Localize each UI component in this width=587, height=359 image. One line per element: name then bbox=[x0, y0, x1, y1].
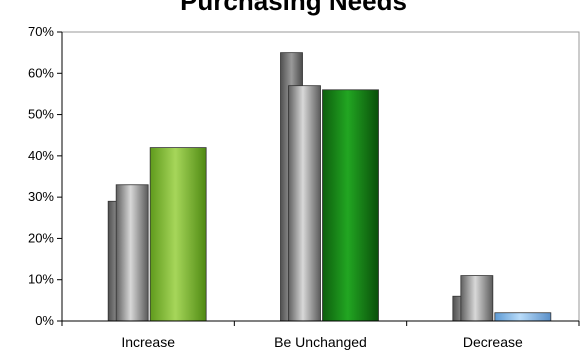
y-tick-label: 70% bbox=[28, 24, 54, 39]
y-tick-label: 50% bbox=[28, 107, 54, 122]
bar bbox=[322, 89, 379, 322]
y-tick-label: 40% bbox=[28, 148, 54, 163]
x-tick-label: Increase bbox=[121, 334, 175, 350]
bar bbox=[288, 85, 321, 322]
y-tick-label: 60% bbox=[28, 65, 54, 80]
chart-title: Purchasing Needs bbox=[180, 0, 407, 16]
bar bbox=[494, 312, 552, 322]
y-tick-label: 10% bbox=[28, 272, 54, 287]
y-tick-label: 0% bbox=[35, 313, 54, 328]
y-tick-label: 30% bbox=[28, 189, 54, 204]
bar bbox=[460, 275, 494, 322]
y-tick-label: 20% bbox=[28, 230, 54, 245]
x-tick-label: Be Unchanged bbox=[274, 334, 367, 350]
bar bbox=[149, 147, 207, 322]
x-tick-label: Decrease bbox=[463, 334, 523, 350]
bar bbox=[115, 184, 149, 322]
